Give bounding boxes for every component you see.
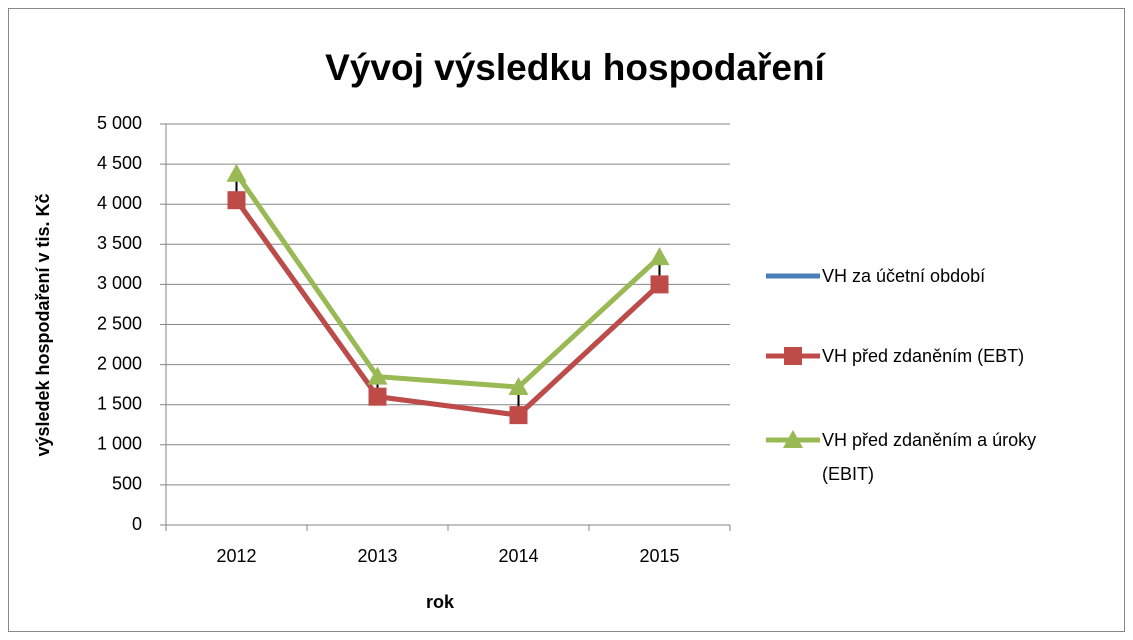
y-tick-label: 2 500	[97, 313, 142, 333]
x-axis-label: rok	[426, 592, 455, 612]
chart-frame	[8, 8, 1125, 632]
legend-label: VH před zdaněním a úroky (EBIT)	[822, 430, 1037, 484]
marker	[368, 387, 387, 406]
y-axis-label: výsledek hospodaření v tis. Kč	[33, 193, 53, 456]
legend-label: VH před zdaněním (EBT)	[822, 346, 1025, 366]
legend-swatch	[766, 430, 820, 448]
y-tick-label: 3 000	[97, 273, 142, 293]
series-line	[234, 172, 662, 390]
marker	[783, 430, 803, 448]
marker	[227, 191, 246, 210]
marker	[650, 275, 669, 294]
legend-entry: VH za účetní období	[762, 259, 1092, 293]
x-tick-label: 2012	[216, 546, 256, 566]
marker	[649, 247, 670, 266]
y-tick-label: 0	[132, 514, 142, 534]
legend-entry: VH před zdaněním a úroky (EBIT)	[762, 423, 1092, 491]
x-tick-label: 2014	[498, 546, 538, 566]
y-tick-label: 2 000	[97, 353, 142, 373]
y-tick-label: 500	[112, 474, 142, 494]
y-tick-label: 4 000	[97, 193, 142, 213]
legend-swatch	[766, 273, 820, 279]
chart-title: Vývoj výsledku hospodaření	[325, 47, 826, 88]
y-tick-label: 4 500	[97, 153, 142, 173]
series-line	[234, 198, 662, 418]
legend-entry: VH před zdaněním (EBT)	[762, 339, 1092, 373]
y-tick-label: 5 000	[97, 113, 142, 133]
marker	[508, 377, 529, 396]
y-tick-label: 3 500	[97, 233, 142, 253]
marker	[784, 347, 802, 365]
y-tick-label: 1 000	[97, 434, 142, 454]
legend-label: VH za účetní období	[822, 266, 986, 286]
x-tick-label: 2013	[357, 546, 397, 566]
marker	[226, 163, 247, 182]
x-tick-label: 2015	[639, 546, 679, 566]
marker	[509, 406, 528, 425]
y-tick-label: 1 500	[97, 393, 142, 413]
marker	[367, 366, 388, 385]
legend-swatch	[766, 347, 820, 365]
